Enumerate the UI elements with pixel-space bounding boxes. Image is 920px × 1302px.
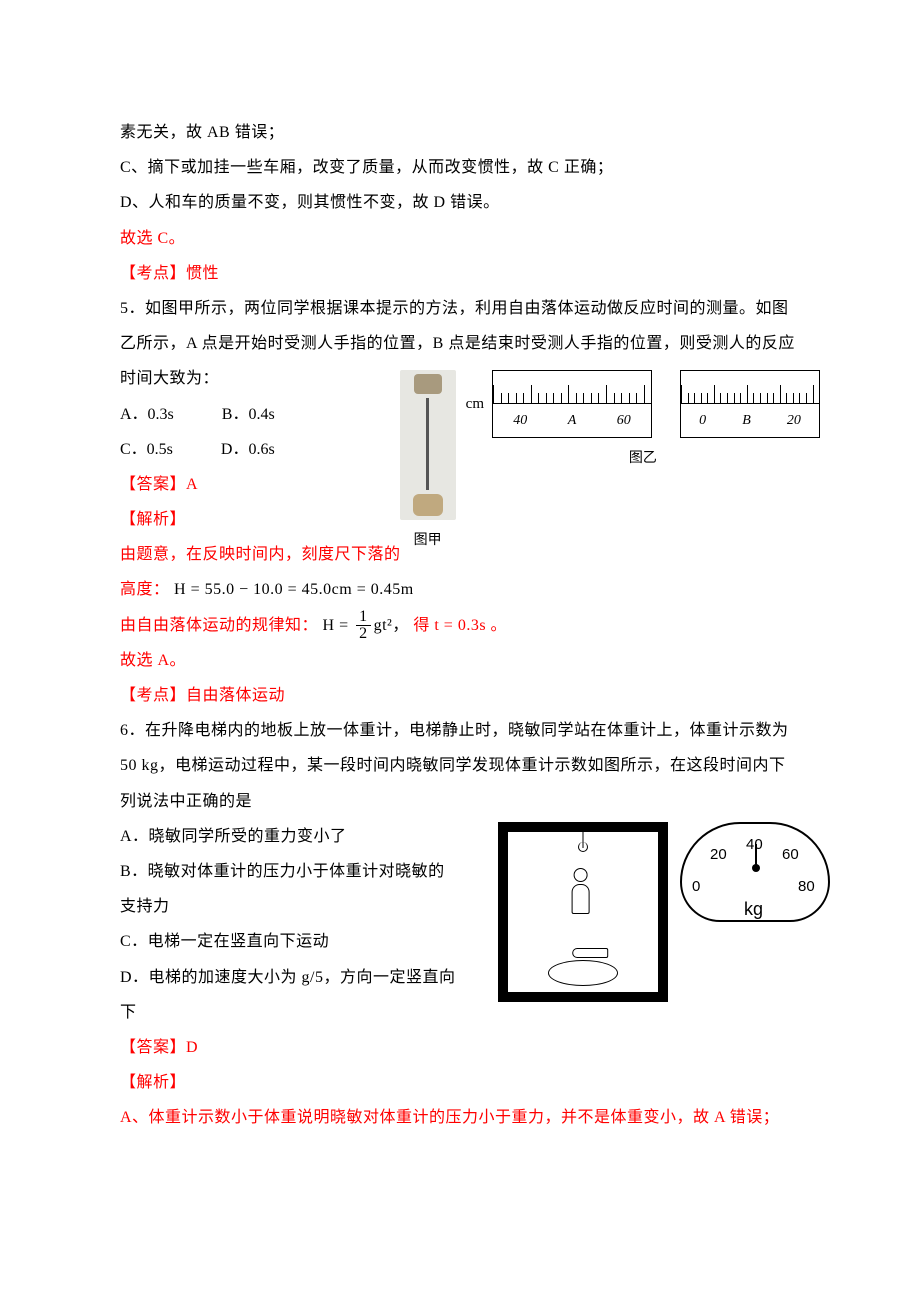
answer-label: 【答案】D: [120, 1030, 800, 1065]
gauge-pivot-icon: [752, 864, 760, 872]
explain-line: A、体重计示数小于体重说明晓敏对体重计的压力小于重力，并不是体重变小，故 A 错…: [120, 1100, 800, 1135]
frac-den: 2: [356, 626, 371, 642]
ruler-ticks: [493, 371, 651, 404]
gauge-n20: 20: [710, 838, 727, 871]
slipper-icon: [572, 948, 608, 958]
cm-label: cm: [466, 388, 484, 421]
ruler-2: 0 B 20: [680, 370, 820, 438]
gauge-unit-kg: kg: [744, 890, 763, 930]
topic-line: 【考点】惯性: [120, 256, 800, 291]
ruler-ticks: [681, 371, 819, 404]
gauge-pointer-icon: [755, 844, 757, 866]
rulers-group: 40 A 60 0 B 2: [492, 370, 820, 438]
q6-stem: 列说法中正确的是: [120, 784, 800, 819]
person-head-icon: [574, 868, 588, 882]
topic-line: 【考点】自由落体运动: [120, 678, 800, 713]
text-line: D、人和车的质量不变，则其惯性不变，故 D 错误。: [120, 185, 800, 220]
figure-甲-column: 图甲: [400, 370, 456, 557]
conclusion-line: 故选 A。: [120, 643, 800, 678]
explain-label: 【解析】: [120, 1065, 800, 1100]
option-b: B．0.4s: [222, 397, 275, 432]
ruler-1-labels: 40 A 60: [493, 404, 651, 437]
q6-stem: 50 kg，电梯运动过程中，某一段时间内晓敏同学发现体重计示数如图所示，在这段时…: [120, 748, 800, 783]
ruler-2-labels: 0 B 20: [681, 404, 819, 437]
tick-label: 40: [513, 406, 527, 437]
figure-caption-1: 图甲: [400, 526, 456, 557]
figure-乙-column: cm 40 A 60: [466, 370, 820, 475]
hook-icon: [578, 842, 588, 852]
vertical-ruler-icon: [426, 398, 429, 490]
person-body-icon: [572, 884, 590, 914]
formula-freefall: H = 1 2 gt²，: [323, 617, 414, 634]
option-a: A．0.3s: [120, 397, 174, 432]
option-c: C．0.5s: [120, 432, 173, 467]
fraction-icon: 1 2: [356, 609, 371, 642]
formula-rhs: gt²，: [374, 617, 409, 634]
gauge-icon: 0 20 40 60 80 kg: [680, 822, 840, 942]
text-line: 素无关，故 AB 错误；: [120, 115, 800, 150]
figure-q5: 图甲 cm 40 A 60: [400, 370, 820, 557]
person-icon: [557, 868, 605, 938]
tick-label-a: A: [568, 406, 577, 437]
tick-label: 20: [787, 406, 801, 437]
gauge-n80: 80: [798, 870, 815, 903]
ruler-row: cm 40 A 60: [466, 370, 820, 438]
option-d: D．0.6s: [221, 432, 275, 467]
explain-prefix: 由自由落体运动的规律知：: [120, 617, 318, 634]
gauge-n0: 0: [692, 870, 700, 903]
tick-label: 60: [617, 406, 631, 437]
tick-label: 0: [699, 406, 706, 437]
q5-stem: 乙所示，A 点是开始时受测人手指的位置，B 点是结束时受测人手指的位置，则受测人…: [120, 326, 800, 361]
gauge-face: 0 20 40 60 80 kg: [680, 822, 830, 922]
hand-top-icon: [414, 374, 442, 394]
tick-label-b: B: [742, 406, 751, 437]
hand-bottom-icon: [413, 494, 443, 516]
figure-caption-2: 图乙: [629, 444, 657, 475]
scale-plate-icon: [548, 960, 618, 986]
hands-ruler-icon: [400, 370, 456, 520]
explain-line: 高度： H = 55.0 − 10.0 = 45.0cm = 0.45m: [120, 572, 800, 607]
text-line: C、摘下或加挂一些车厢，改变了质量，从而改变惯性，故 C 正确；: [120, 150, 800, 185]
gauge-n60: 60: [782, 838, 799, 871]
formula-height: H = 55.0 − 10.0 = 45.0cm = 0.45m: [174, 581, 414, 598]
conclusion-line: 故选 C。: [120, 221, 800, 256]
formula-lhs: H =: [323, 617, 349, 634]
figure-q6: 0 20 40 60 80 kg: [498, 822, 840, 1002]
explain-get: 得 t = 0.3s 。: [413, 617, 507, 634]
q6-stem: 6．在升降电梯内的地板上放一体重计，电梯静止时，晓敏同学站在体重计上，体重计示数…: [120, 713, 800, 748]
explain-prefix: 高度：: [120, 581, 170, 598]
frac-num: 1: [356, 609, 371, 626]
explain-line: 由自由落体运动的规律知： H = 1 2 gt²， 得 t = 0.3s 。: [120, 608, 800, 643]
elevator-icon: [498, 822, 668, 1002]
q5-stem: 5．如图甲所示，两位同学根据课本提示的方法，利用自由落体运动做反应时间的测量。如…: [120, 291, 800, 326]
ruler-1: 40 A 60: [492, 370, 652, 438]
